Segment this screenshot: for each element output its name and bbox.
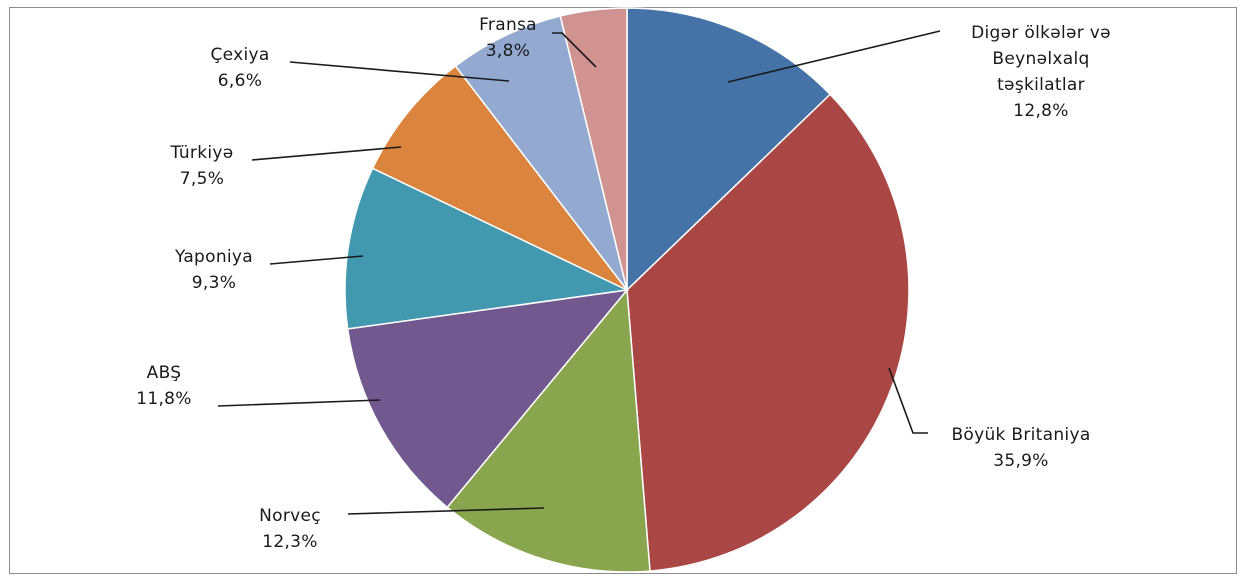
- slice-category-label: Türkiyə: [169, 143, 233, 163]
- slice-category-label: təşkilatlar: [997, 75, 1085, 95]
- leader-line: [888, 367, 928, 434]
- slice-category-label: Yaponiya: [174, 247, 253, 267]
- slice-value-label: 7,5%: [180, 169, 224, 189]
- pie-slice: [626, 93, 910, 572]
- slice-labels: Digər ölkələr və Beynəlxalq təşkilatlar 12,…: [136, 15, 1111, 552]
- pie-slice: [454, 15, 628, 291]
- leader-lines: [217, 30, 941, 515]
- slice-value-label: 3,8%: [486, 41, 530, 61]
- leader-line: [552, 32, 597, 68]
- leader-line: [289, 61, 510, 82]
- leader-line: [727, 30, 941, 83]
- slice-category-label: Böyük Britaniya: [951, 425, 1090, 445]
- leader-line: [347, 507, 545, 515]
- pie-slice: [559, 7, 628, 291]
- slice-category-label: Çexiya: [210, 45, 269, 65]
- slice-category-label: Digər ölkələr və: [971, 23, 1111, 43]
- leader-line: [217, 399, 381, 407]
- slice-value-label: 11,8%: [136, 389, 192, 409]
- leader-line: [251, 146, 402, 161]
- slice-category-label: Norveç: [259, 506, 321, 526]
- pie-slice: [344, 167, 630, 330]
- pie-slices: [344, 7, 910, 573]
- slice-value-label: 6,6%: [218, 71, 262, 91]
- slice-value-label: 12,3%: [262, 532, 318, 552]
- pie-slice: [371, 65, 628, 291]
- slice-value-label: 35,9%: [993, 451, 1049, 471]
- pie-slice: [346, 288, 629, 509]
- slice-category-label: ABŞ: [147, 363, 182, 383]
- pie-slice: [626, 7, 832, 292]
- leader-line: [269, 255, 364, 265]
- slice-category-label: Beynəlxalq: [992, 49, 1089, 69]
- slice-category-label: Fransa: [479, 15, 537, 35]
- slice-value-label: 12,8%: [1013, 101, 1069, 121]
- slice-value-label: 9,3%: [192, 273, 236, 293]
- pie-slice: [446, 288, 651, 573]
